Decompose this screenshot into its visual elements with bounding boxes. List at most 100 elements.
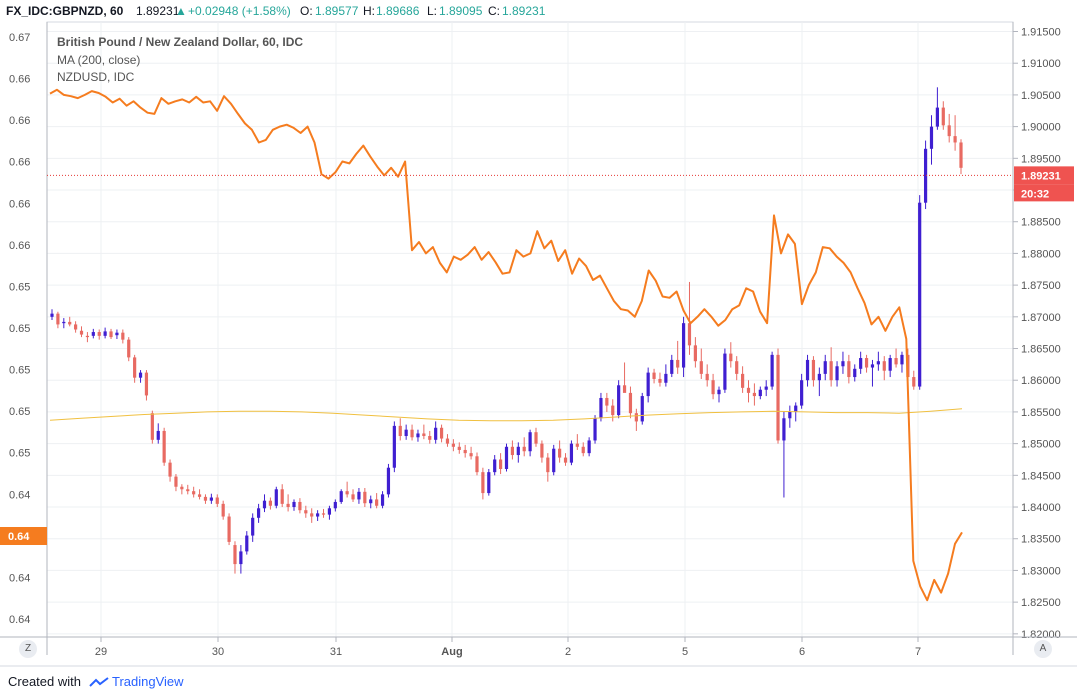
candle [127,339,131,358]
low-label: L: [427,4,438,18]
candle [268,500,272,506]
candle [587,440,591,454]
candle [369,499,373,504]
candle [398,425,402,437]
candle [794,405,798,412]
candle [434,427,438,440]
candle [168,462,172,477]
candle [345,491,349,495]
candle [386,467,391,495]
candle [56,313,60,325]
candle [534,432,538,444]
candle [752,392,757,397]
countdown-badge [1014,184,1074,202]
left-axis-tick-label: 0.66 [9,115,30,127]
x-axis-tick-label: 7 [915,646,921,658]
candle [729,353,733,362]
candle [652,372,656,379]
candle [209,497,213,501]
auto-scale-left-button[interactable]: Z [19,640,37,658]
candle [121,332,125,340]
candle [853,368,857,378]
candle [835,366,839,381]
candle [79,330,84,335]
candle [770,354,774,387]
candle [699,361,703,374]
left-axis-tick-label: 0.64 [9,489,30,501]
candle [558,448,562,458]
right-axis-tick-label: 1.89500 [1021,153,1061,165]
left-axis-tick-label: 0.65 [9,406,30,418]
right-axis-tick-label: 1.88000 [1021,248,1061,260]
candle [870,364,875,368]
candle [298,501,302,511]
symbol-name[interactable]: FX_IDC:GBPNZD, 60 [6,4,124,18]
right-axis-tick-label: 1.84000 [1021,502,1061,514]
candle [634,413,638,422]
candle [316,513,320,517]
candle [475,456,479,473]
candle [569,443,574,463]
left-axis-tick-label: 0.65 [9,448,30,460]
candle [540,443,544,458]
candle [575,443,579,447]
candle [292,501,296,508]
candle [735,361,739,374]
candle [74,324,78,330]
candle [746,387,751,393]
candle [705,373,709,381]
right-axis-tick-label: 1.82000 [1021,629,1061,641]
candle [611,405,615,416]
right-axis-tick-label: 1.83500 [1021,534,1061,546]
candle [203,496,208,501]
candle [50,313,54,317]
candle [339,491,343,502]
created-with-text: Created with [8,674,81,689]
current-price-badge-label: 1.89231 [1021,170,1061,182]
candle [375,499,379,506]
candle [817,373,821,381]
right-axis-tick-label: 1.85500 [1021,407,1061,419]
open-label: O: [300,4,313,18]
candle [670,359,674,374]
candle [103,331,107,336]
candle [923,148,928,203]
auto-scale-right-button[interactable]: A [1034,640,1052,658]
candle [504,446,509,469]
price-change: +0.02948 (+1.58%) [188,4,291,18]
candle [823,361,827,374]
left-axis-tick-label: 0.65 [9,281,30,293]
candle [681,323,686,368]
right-axis-tick-label: 1.87000 [1021,312,1061,324]
legend-overlay: NZDUSD, IDC [57,70,135,84]
left-axis-tick-label: 0.66 [9,198,30,210]
candle [947,125,951,137]
candle [493,459,497,473]
high-label: H: [363,4,375,18]
candle [788,411,792,419]
candle [847,361,851,378]
candle [245,535,249,552]
candle [304,510,308,514]
left-axis-tick-label: 0.66 [9,240,30,252]
candle [829,361,833,381]
high-value: 1.89686 [376,4,420,18]
candle [741,373,745,388]
candle [439,427,444,439]
candle [693,345,697,362]
candle [941,107,945,126]
candle [776,354,780,441]
candle [658,378,662,383]
right-axis-tick-label: 1.86000 [1021,375,1061,387]
right-axis-tick-label: 1.87500 [1021,280,1061,292]
candle [929,126,934,149]
candle [758,389,762,397]
candle [150,413,154,440]
candle [859,358,863,369]
close-value: 1.89231 [502,4,546,18]
right-axis-tick-label: 1.85000 [1021,439,1061,451]
tradingview-brand[interactable]: TradingView [112,674,184,689]
candle [764,386,768,390]
nzdusd-line [49,88,963,602]
